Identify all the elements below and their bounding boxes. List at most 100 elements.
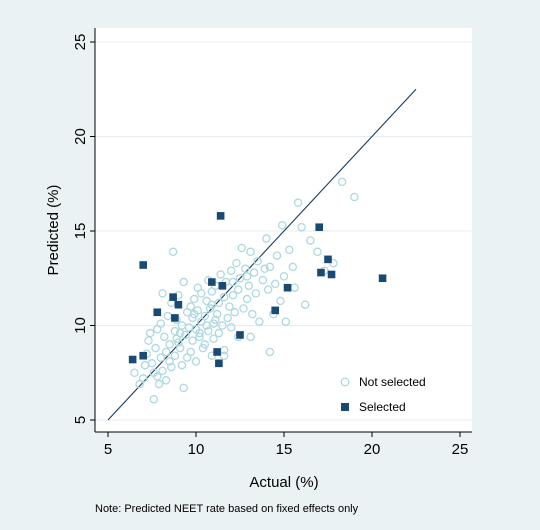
legend-marker-selected: [341, 403, 349, 411]
point-not-selected-42: [186, 347, 195, 357]
y-tick-label-2: 15: [72, 223, 89, 240]
point-not-selected-7: [147, 359, 157, 368]
y-tick-label-4: 25: [72, 34, 89, 51]
point-not-selected-86: [242, 294, 252, 304]
point-not-selected-105: [285, 245, 294, 255]
x-tick-label-3: 20: [364, 441, 381, 458]
point-selected-2: [139, 261, 147, 269]
point-not-selected-94: [258, 275, 268, 285]
point-not-selected-128: [189, 309, 199, 319]
y-axis-ticks: 5 10 15 20 25: [72, 34, 95, 424]
point-not-selected-12: [153, 372, 162, 381]
x-tick-label-2: 15: [276, 441, 293, 458]
point-not-selected-70: [219, 292, 229, 302]
point-not-selected-15: [156, 319, 166, 328]
point-selected-11: [218, 282, 227, 290]
y-tick-label-3: 20: [72, 128, 89, 145]
point-not-selected-85: [241, 264, 250, 274]
point-not-selected-68: [216, 270, 225, 279]
point-not-selected-36: [179, 277, 188, 287]
point-not-selected-127: [202, 321, 211, 330]
point-not-selected-75: [226, 266, 236, 275]
point-selected-0: [128, 355, 137, 364]
point-not-selected-63: [209, 334, 218, 343]
point-not-selected-10: [151, 343, 160, 353]
point-not-selected-91: [251, 289, 261, 298]
point-not-selected-14: [156, 353, 166, 362]
point-selected-15: [315, 223, 323, 232]
point-not-selected-103: [279, 272, 289, 281]
point-not-selected-67: [214, 328, 224, 338]
point-selected-9: [215, 359, 223, 368]
point-not-selected-124: [211, 315, 220, 325]
point-not-selected-116: [350, 192, 359, 202]
point-selected-12: [236, 331, 244, 339]
point-not-selected-125: [242, 272, 252, 281]
point-not-selected-123: [195, 328, 204, 338]
point-selected-3: [153, 308, 162, 317]
point-not-selected-32: [175, 343, 185, 353]
point-not-selected-110: [300, 300, 310, 309]
point-not-selected-17: [158, 366, 167, 376]
point-not-selected-87: [244, 281, 254, 291]
point-not-selected-35: [179, 383, 188, 393]
point-not-selected-96: [263, 285, 273, 294]
y-axis-label: Predicted (%): [45, 185, 62, 276]
x-tick-label-4: 25: [452, 441, 469, 458]
point-not-selected-44: [188, 336, 197, 345]
y-tick-label-0: 5: [72, 416, 89, 424]
point-not-selected-5: [144, 336, 153, 345]
point-selected-5: [171, 314, 179, 322]
point-not-selected-90: [249, 268, 259, 277]
point-not-selected-18: [160, 332, 169, 342]
point-not-selected-55: [200, 340, 210, 349]
x-tick-label-1: 10: [188, 441, 205, 458]
point-not-selected-92: [253, 256, 262, 266]
point-not-selected-9: [149, 394, 159, 404]
point-not-selected-95: [262, 234, 271, 243]
point-not-selected-112: [313, 247, 322, 257]
point-not-selected-69: [218, 321, 227, 330]
point-not-selected-97: [265, 262, 275, 272]
point-not-selected-2: [138, 374, 148, 383]
point-not-selected-25: [167, 362, 176, 372]
point-not-selected-76: [226, 323, 236, 332]
point-not-selected-100: [272, 251, 282, 260]
point-not-selected-73: [223, 313, 232, 323]
point-not-selected-104: [281, 317, 291, 326]
x-axis-ticks: 5 10 15 20 25: [104, 432, 469, 458]
point-not-selected-65: [212, 309, 222, 319]
point-not-selected-57: [204, 326, 213, 336]
point-not-selected-126: [260, 264, 269, 274]
point-selected-10: [216, 212, 225, 220]
point-not-selected-89: [248, 309, 257, 319]
legend-label-selected: Selected: [359, 400, 406, 414]
point-not-selected-28: [170, 351, 180, 360]
point-not-selected-52: [197, 289, 206, 298]
point-not-selected-115: [337, 177, 347, 187]
point-selected-16: [317, 268, 325, 277]
legend: Not selected Selected: [340, 375, 426, 414]
point-not-selected-120: [207, 300, 217, 309]
point-selected-8: [213, 348, 221, 356]
point-not-selected-84: [239, 304, 248, 313]
figure-note: Note: Predicted NEET rate based on fixed…: [95, 503, 359, 515]
point-not-selected-78: [230, 308, 239, 317]
point-not-selected-80: [233, 285, 243, 294]
y-tick-label-1: 10: [72, 317, 89, 334]
point-not-selected-22: [165, 340, 174, 349]
point-not-selected-117: [265, 347, 275, 357]
point-not-selected-26: [168, 247, 178, 257]
x-tick-label-0: 5: [104, 441, 112, 458]
point-not-selected-118: [246, 332, 255, 342]
point-not-selected-88: [246, 247, 255, 257]
legend-marker-not-selected: [340, 377, 350, 387]
point-not-selected-106: [288, 262, 298, 272]
point-not-selected-79: [232, 258, 241, 268]
point-selected-17: [324, 255, 332, 264]
point-not-selected-47: [191, 357, 201, 366]
point-not-selected-19: [161, 347, 171, 357]
point-not-selected-41: [186, 302, 195, 311]
point-not-selected-101: [276, 296, 285, 306]
point-selected-13: [271, 306, 279, 315]
